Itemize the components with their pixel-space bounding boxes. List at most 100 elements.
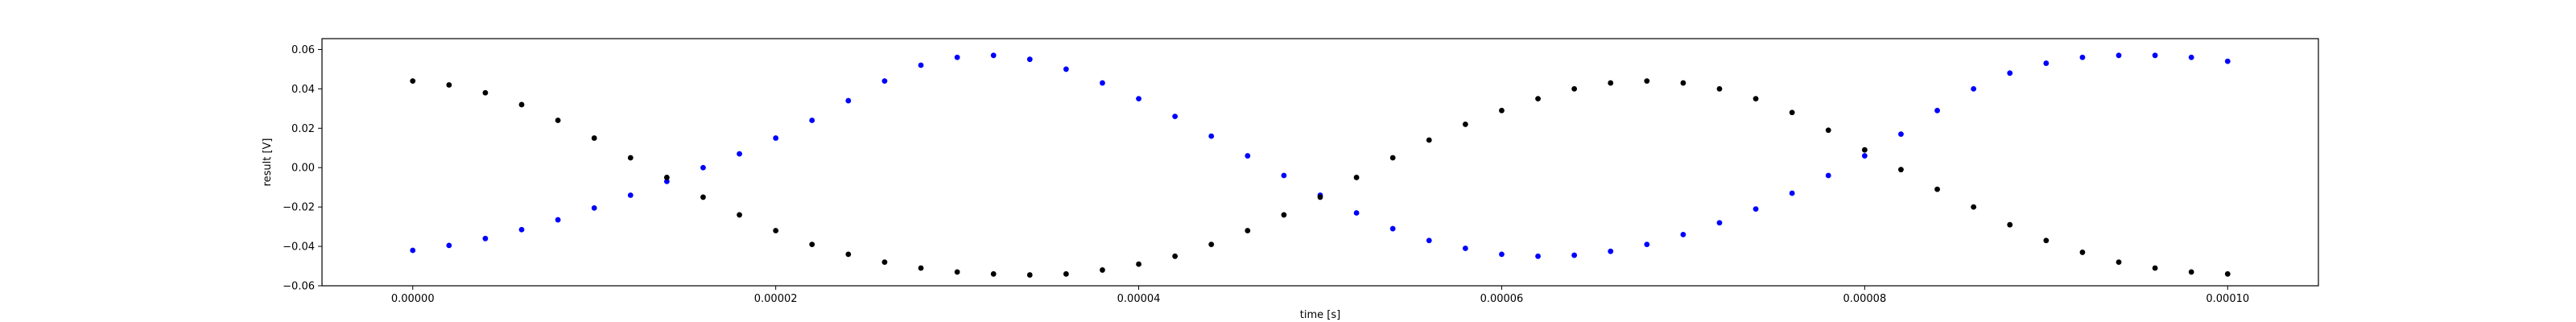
data-point <box>1100 80 1105 86</box>
data-point <box>2079 54 2086 60</box>
series-1 <box>410 52 2231 259</box>
data-point <box>2007 221 2013 228</box>
data-point <box>1281 172 1287 179</box>
data-point <box>1172 114 1179 120</box>
data-point <box>663 175 670 180</box>
data-point <box>2188 269 2194 275</box>
x-tick-label: 0.00000 <box>391 293 435 305</box>
data-point <box>1898 131 1904 138</box>
plot-marks <box>410 52 2231 278</box>
data-point <box>627 192 634 198</box>
data-point <box>1353 175 1360 180</box>
data-point <box>809 118 815 123</box>
data-point <box>881 259 888 266</box>
data-point <box>1535 253 1541 259</box>
data-point <box>1934 186 1940 192</box>
data-point <box>446 82 452 88</box>
data-point <box>1608 248 1614 254</box>
data-point <box>663 178 670 184</box>
data-point <box>410 78 416 84</box>
x-axis: 0.00000 0.00002 0.00004 0.00006 0.00008 0.000… <box>391 286 2249 305</box>
data-point <box>809 242 815 248</box>
data-point <box>1825 172 1831 179</box>
data-point <box>1898 167 1904 173</box>
data-point <box>1426 137 1432 143</box>
data-point <box>1136 261 1141 267</box>
x-tick-label: 0.00010 <box>2206 293 2249 305</box>
plot-area-frame <box>321 38 2319 287</box>
data-point <box>1353 210 1360 216</box>
y-tick-label: −0.02 <box>283 202 315 214</box>
data-point <box>518 101 525 108</box>
data-point <box>1789 190 1795 196</box>
data-point <box>2116 52 2122 59</box>
data-point <box>410 247 416 254</box>
data-point <box>1317 194 1323 200</box>
data-point <box>990 52 997 59</box>
data-point <box>2007 70 2013 76</box>
y-tick-label: −0.04 <box>283 242 315 254</box>
data-point <box>591 135 597 141</box>
data-point <box>627 155 634 161</box>
data-point <box>1026 272 1033 278</box>
data-point <box>1499 251 1505 258</box>
data-point <box>954 269 960 275</box>
data-point <box>591 204 597 211</box>
data-point <box>700 194 706 200</box>
data-point <box>1716 220 1723 226</box>
data-point <box>482 235 489 242</box>
data-point <box>918 62 924 68</box>
data-point <box>773 135 779 141</box>
data-point <box>918 265 924 271</box>
data-point <box>2152 265 2158 271</box>
data-point <box>1499 107 1505 114</box>
data-point <box>1861 147 1868 153</box>
data-point <box>1571 252 1578 258</box>
data-point <box>1063 66 1069 72</box>
data-point <box>1971 85 1977 92</box>
data-point <box>2224 270 2231 277</box>
data-point <box>518 226 525 233</box>
y-tick-label: −0.06 <box>283 281 315 293</box>
data-point <box>1644 242 1650 248</box>
data-point <box>446 242 452 249</box>
x-axis-label: time [s] <box>1300 309 1340 321</box>
data-point <box>1208 133 1215 139</box>
y-tick-label: 0.00 <box>291 163 315 175</box>
data-point <box>1389 155 1396 161</box>
data-point <box>1389 225 1396 232</box>
data-point <box>2188 54 2194 60</box>
data-point <box>1971 204 1977 210</box>
data-point <box>2043 60 2050 66</box>
data-point <box>1026 56 1033 63</box>
data-point <box>1100 267 1105 273</box>
x-tick-label: 0.00002 <box>754 293 798 305</box>
data-point <box>773 228 779 233</box>
data-point <box>700 164 706 171</box>
x-tick-label: 0.00008 <box>1843 293 1886 305</box>
data-point <box>555 118 561 123</box>
data-point <box>1608 80 1614 86</box>
data-point <box>2043 237 2050 244</box>
data-point <box>1245 228 1251 233</box>
data-point <box>1063 270 1069 277</box>
data-point <box>1934 107 1940 114</box>
data-point <box>2224 58 2231 64</box>
data-point <box>1680 231 1686 237</box>
data-point <box>1571 85 1578 92</box>
data-point <box>881 78 888 84</box>
data-point <box>1462 122 1468 127</box>
data-point <box>555 217 561 223</box>
data-point <box>2152 52 2158 59</box>
data-point <box>1789 109 1795 116</box>
data-point <box>1644 78 1650 84</box>
data-point <box>845 97 852 104</box>
y-axis-label: result [V] <box>262 138 274 187</box>
y-tick-label: 0.04 <box>291 84 315 96</box>
y-axis: −0.06 −0.04 −0.02 0.00 0.02 0.04 0.06 <box>283 44 322 293</box>
data-point <box>1825 127 1831 134</box>
data-point <box>1752 96 1759 102</box>
data-point <box>1208 242 1215 248</box>
data-point <box>482 89 489 96</box>
